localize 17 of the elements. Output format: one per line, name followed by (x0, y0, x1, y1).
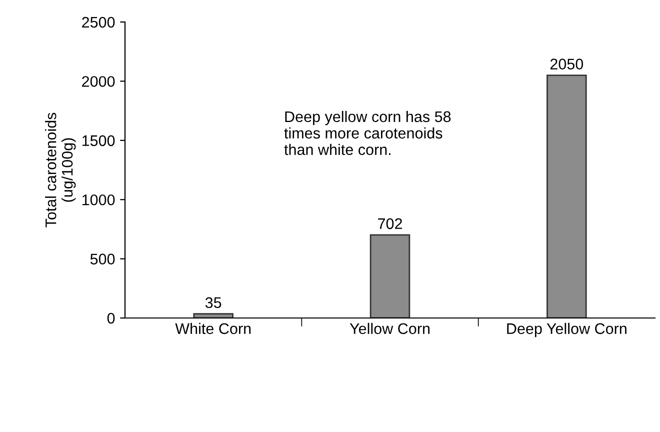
data-label: 2050 (550, 58, 584, 70)
x-tick-label: Deep Yellow Corn (507, 322, 626, 338)
x-tick-label: Yellow Corn (350, 322, 430, 334)
data-label: 702 (378, 218, 402, 230)
bar (546, 74, 587, 318)
y-tick-label: 500 (90, 254, 115, 264)
y-tick-label: 0 (107, 312, 115, 324)
bar (370, 234, 410, 318)
data-label: 35 (205, 297, 222, 308)
x-tick-label: White Corn (175, 322, 251, 334)
bar (193, 313, 234, 318)
y-tick-label: 1000 (82, 194, 115, 206)
y-tick-label: 2500 (82, 16, 115, 28)
y-tick-label: 2000 (82, 76, 115, 87)
annotation: Deep yellow corn has 58 times more carotenoids than white corn. (284, 110, 451, 156)
y-tick-label: 1500 (82, 135, 115, 146)
y-axis-title: Total carotenoids (ug/100g) (45, 112, 76, 228)
